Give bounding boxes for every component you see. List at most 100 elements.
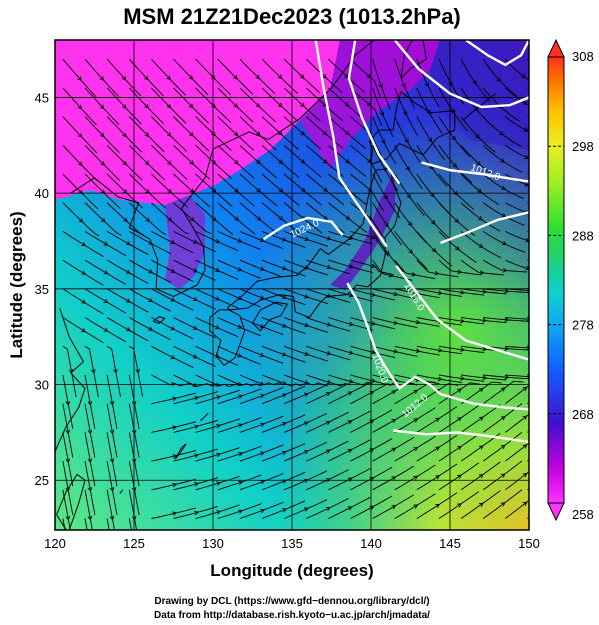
streamline-arrow xyxy=(430,192,435,198)
streamline-arrow xyxy=(523,127,529,132)
streamline-arrow xyxy=(453,190,459,196)
streamline-arrow xyxy=(260,422,265,427)
streamline xyxy=(416,374,462,383)
streamline xyxy=(350,317,396,330)
streamline xyxy=(416,202,451,240)
streamline-arrow xyxy=(87,400,93,406)
streamline-arrow xyxy=(194,510,200,516)
pressure-contour xyxy=(262,216,344,241)
streamline-arrow xyxy=(256,187,262,193)
streamline xyxy=(306,345,351,361)
streamline xyxy=(416,463,458,491)
streamline-arrow xyxy=(460,376,465,381)
streamline xyxy=(217,288,261,308)
streamline-arrow xyxy=(215,238,221,244)
colorbar-bottom-arrow xyxy=(547,502,565,522)
streamline-arrow xyxy=(347,506,353,511)
streamline-arrow xyxy=(303,421,309,426)
streamline xyxy=(128,173,166,209)
streamline xyxy=(350,438,393,462)
streamline xyxy=(438,116,471,158)
streamline xyxy=(239,473,284,491)
streamline xyxy=(306,383,349,405)
streamline-arrow xyxy=(457,503,462,508)
streamline xyxy=(416,345,462,355)
streamline-arrow xyxy=(109,515,115,521)
streamline xyxy=(505,116,529,133)
streamline-arrow xyxy=(88,545,92,549)
streamline-arrow xyxy=(189,160,195,165)
streamline-arrow xyxy=(391,505,397,510)
streamline xyxy=(261,173,300,206)
streamline-arrow xyxy=(348,350,354,355)
streamline xyxy=(283,384,328,405)
streamline xyxy=(372,58,391,110)
streamline xyxy=(483,317,529,322)
streamline xyxy=(438,374,485,382)
streamline-arrow xyxy=(522,501,528,506)
streamline xyxy=(438,462,479,491)
streamline xyxy=(283,317,329,333)
x-tick-label: 135 xyxy=(281,536,303,551)
streamline xyxy=(173,374,217,387)
streamline-arrow xyxy=(256,216,262,221)
streamline-arrow xyxy=(496,77,502,83)
streamline-arrow xyxy=(189,216,195,222)
streamline xyxy=(306,259,351,275)
streamline-arrow xyxy=(215,325,221,330)
streamline xyxy=(306,288,351,303)
streamline-arrow xyxy=(277,102,283,108)
streamline-arrow xyxy=(215,353,221,358)
streamline-arrow xyxy=(259,295,265,300)
streamline-arrow xyxy=(348,264,354,269)
streamline xyxy=(84,374,96,429)
streamline-arrow xyxy=(366,102,372,107)
streamline-arrow xyxy=(167,188,173,194)
streamline-arrow xyxy=(348,292,354,298)
streamline-arrow xyxy=(325,506,331,512)
streamline xyxy=(261,288,306,306)
colorbar-ticks: 308 298 288 278 268 258 xyxy=(548,49,594,522)
streamline-arrow xyxy=(426,110,431,115)
streamline xyxy=(305,144,344,178)
streamline-arrow xyxy=(131,429,137,435)
streamline-arrow xyxy=(500,444,506,450)
streamline-arrow xyxy=(371,321,377,326)
streamline xyxy=(151,259,194,282)
streamline xyxy=(305,58,343,94)
streamline xyxy=(505,384,529,405)
streamline xyxy=(62,116,98,154)
streamline-arrow xyxy=(81,299,87,304)
pressure-contours xyxy=(262,40,529,444)
streamline-arrow xyxy=(502,268,508,273)
streamline-arrow xyxy=(457,417,462,422)
streamline-arrow xyxy=(166,132,172,137)
streamline-arrow xyxy=(522,444,528,449)
streamline-arrow xyxy=(109,429,115,435)
streamline xyxy=(239,144,277,179)
streamline-arrow xyxy=(303,392,309,397)
credit-data: Data from http://database.rish.kyoto−u.a… xyxy=(154,610,430,621)
streamline xyxy=(394,374,440,385)
streamline-arrow xyxy=(424,82,429,88)
streamline-arrow xyxy=(304,265,310,270)
streamline xyxy=(106,58,142,97)
streamline xyxy=(283,144,322,178)
streamline-arrow xyxy=(212,216,217,222)
streamline-arrow xyxy=(504,346,510,351)
streamline-arrow xyxy=(170,354,176,359)
streamline xyxy=(306,317,351,332)
streamline xyxy=(306,440,349,462)
streamline xyxy=(195,504,240,519)
streamline-arrow xyxy=(170,268,176,273)
streamline-arrow xyxy=(172,396,178,402)
streamline xyxy=(350,87,383,127)
streamline xyxy=(217,202,256,235)
streamline xyxy=(350,345,396,358)
streamline xyxy=(328,202,367,233)
streamline-arrow xyxy=(237,238,243,243)
streamline xyxy=(394,464,436,491)
streamline-arrow xyxy=(499,131,505,136)
streamline-arrow xyxy=(135,368,140,374)
streamline xyxy=(151,288,194,311)
